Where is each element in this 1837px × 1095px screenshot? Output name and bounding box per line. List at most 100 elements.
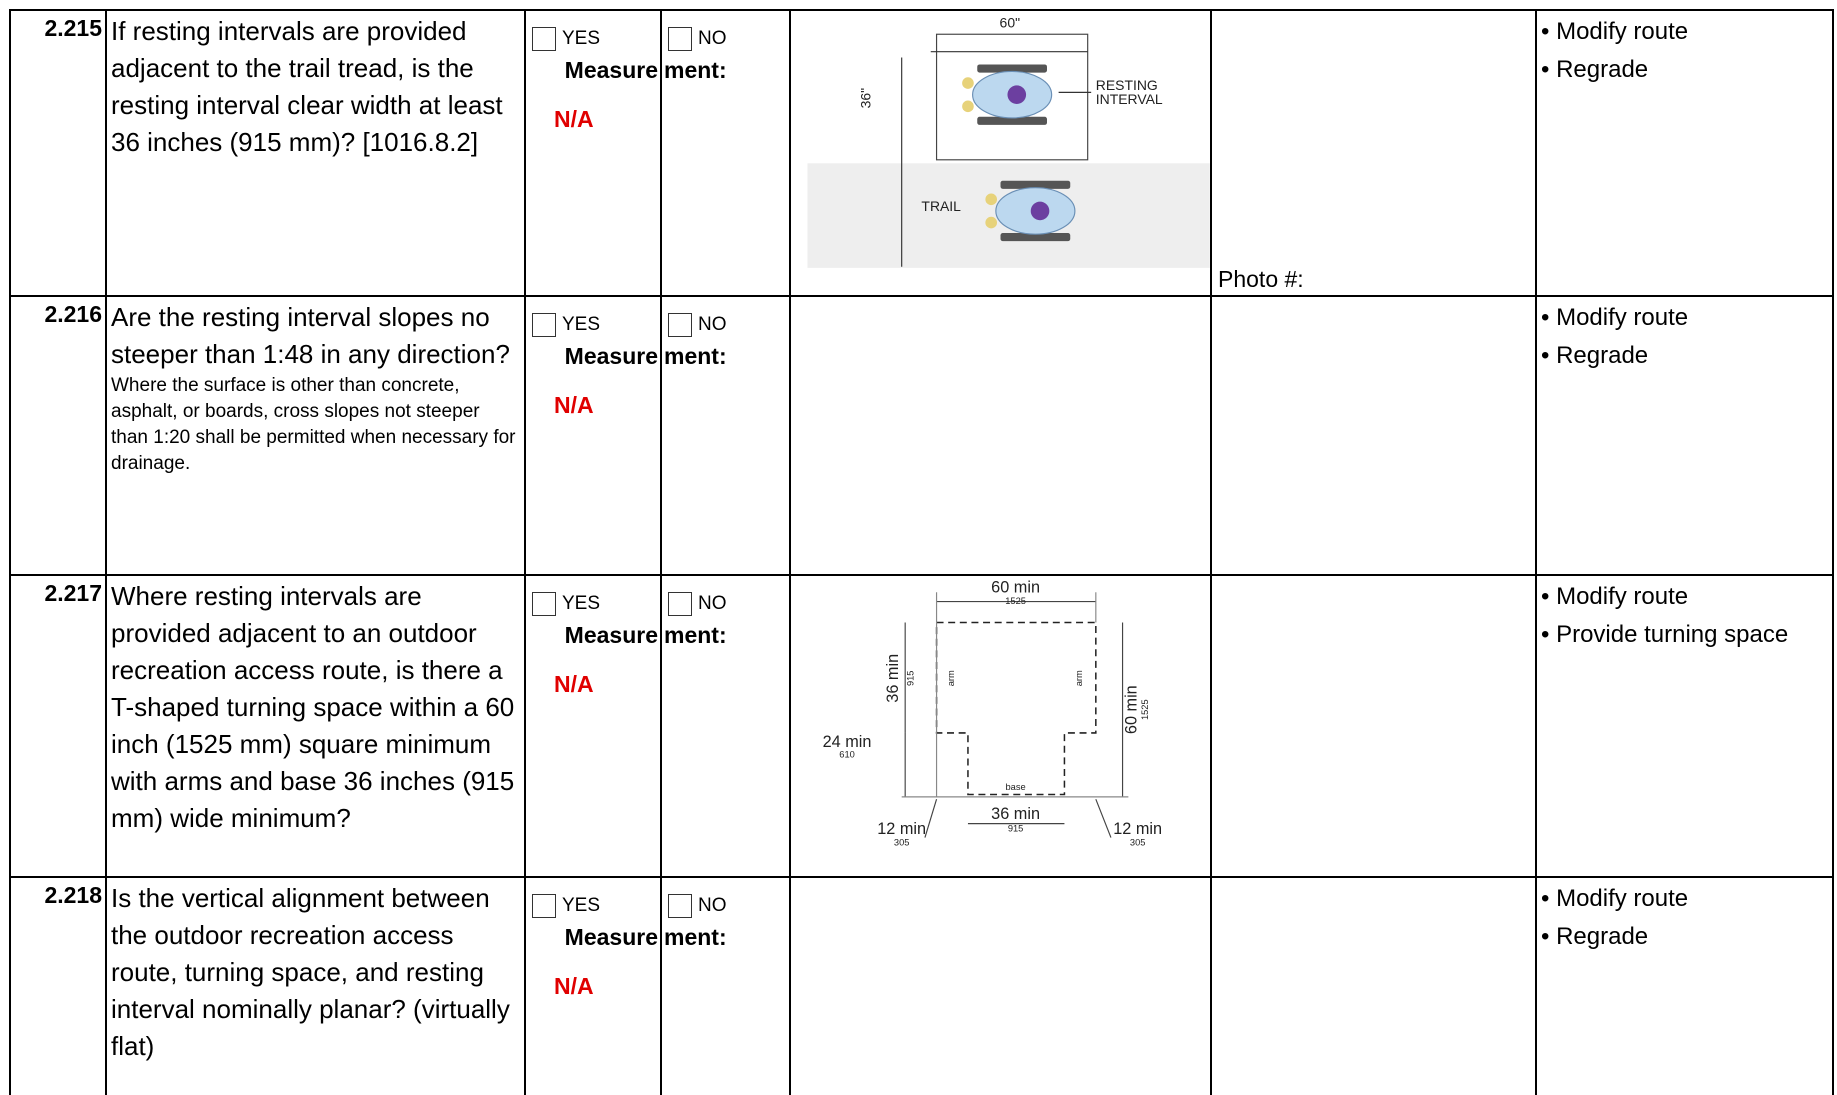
leader — [1095, 798, 1112, 838]
checkbox-label: NO — [698, 28, 727, 50]
na-label: N/A — [554, 392, 594, 418]
foot — [962, 100, 974, 113]
dim-label: 36 min — [884, 654, 902, 703]
question: Is the vertical alignment between the ou… — [111, 883, 510, 1061]
action: • Modify route — [1541, 18, 1689, 45]
checkbox-label: YES — [562, 28, 601, 50]
checkbox-row: YES — [526, 894, 660, 918]
dim-label: 24 min — [823, 733, 872, 751]
measurement-label: ment: — [664, 343, 727, 369]
checkbox-row: YES — [526, 313, 660, 337]
dim-label: 60 min — [1123, 685, 1141, 734]
label: TRAIL — [921, 198, 961, 214]
no-cell: NO ment: — [660, 574, 791, 878]
diagram-cell — [789, 876, 1212, 1095]
checkbox-row: YES — [526, 592, 660, 616]
checkbox — [532, 894, 556, 918]
actions-cell: • Modify route • Regrade — [1535, 9, 1834, 297]
label: INTERVAL — [1096, 91, 1163, 107]
dim-label: 1525 — [1140, 699, 1150, 720]
dim-label: 305 — [894, 838, 910, 848]
photo-cell — [1210, 295, 1537, 576]
no-cell: NO ment: — [660, 295, 791, 576]
diagram-cell — [789, 295, 1212, 576]
dim-label: 1525 — [1005, 596, 1026, 606]
dim-label: 610 — [839, 749, 855, 759]
question: If resting intervals are provided adjace… — [111, 16, 503, 157]
dim-label: 12 min — [877, 820, 926, 838]
measurement-label: ment: — [664, 57, 727, 83]
photo-cell — [1210, 876, 1537, 1095]
label: arm — [946, 670, 956, 686]
label: arm — [1074, 670, 1084, 686]
action: • Modify route — [1541, 583, 1689, 610]
question: Are the resting interval slopes no steep… — [111, 302, 510, 369]
checkbox-row: NO — [662, 27, 789, 51]
checklist-table: 2.215 If resting intervals are provided a… — [9, 9, 1834, 1095]
measurement-label: Measure — [564, 622, 658, 648]
checkbox-row: YES — [526, 27, 660, 51]
no-cell: NO ment: — [660, 9, 791, 297]
wheel — [1000, 180, 1071, 189]
action: • Provide turning space — [1541, 621, 1789, 648]
leader — [924, 799, 938, 838]
checkbox-row: NO — [662, 894, 789, 918]
dim-label: 36" — [857, 88, 873, 109]
checkbox — [668, 27, 692, 51]
measurement-label: ment: — [664, 924, 727, 950]
checkbox-label: YES — [562, 593, 601, 615]
yes-cell: YES Measure N/A — [524, 876, 662, 1095]
checklist-row: 2.218 Is the vertical alignment between t… — [9, 876, 1834, 1095]
checkbox — [532, 592, 556, 616]
head — [1030, 201, 1050, 221]
item-id: 2.218 — [9, 876, 107, 1095]
checkbox-label: NO — [698, 314, 727, 336]
checkbox-label: NO — [698, 895, 727, 917]
item-id: 2.216 — [9, 295, 107, 576]
wheel — [1000, 233, 1071, 242]
checkbox-row: NO — [662, 592, 789, 616]
question-cell: Are the resting interval slopes no steep… — [105, 295, 526, 576]
question-cell: If resting intervals are provided adjace… — [105, 9, 526, 297]
yes-cell: YES Measure N/A — [524, 574, 662, 878]
checkbox — [668, 592, 692, 616]
item-id: 2.217 — [9, 574, 107, 878]
checkbox-label: YES — [562, 895, 601, 917]
foot — [962, 77, 974, 89]
photo-label: Photo #: — [1218, 266, 1304, 292]
diagram-cell: 60" 36" RESTING INTERVAL TRAIL — [789, 9, 1212, 297]
na-label: N/A — [554, 973, 594, 999]
checkbox-label: YES — [562, 314, 601, 336]
question-cell: Where resting intervals are provided adj… — [105, 574, 526, 878]
item-id: 2.215 — [9, 9, 107, 297]
measurement-label: Measure — [564, 57, 658, 83]
checkbox-row: NO — [662, 313, 789, 337]
dim-label: 60 min — [991, 578, 1040, 596]
actions-cell: • Modify route • Regrade — [1535, 876, 1834, 1095]
question-cell: Is the vertical alignment between the ou… — [105, 876, 526, 1095]
note: Where the surface is other than concrete… — [111, 375, 516, 474]
checkbox — [668, 313, 692, 337]
na-label: N/A — [554, 671, 594, 697]
turning-space — [935, 621, 1097, 796]
actions-cell: • Modify route • Provide turning space — [1535, 574, 1834, 878]
measurement-label: Measure — [564, 924, 658, 950]
action: • Regrade — [1541, 56, 1649, 83]
actions-cell: • Modify route • Regrade — [1535, 295, 1834, 576]
dim-label: 12 min — [1113, 820, 1162, 838]
action: • Regrade — [1541, 342, 1649, 369]
dim-label: 36 min — [991, 805, 1040, 823]
head — [1007, 85, 1027, 104]
yes-cell: YES Measure N/A — [524, 295, 662, 576]
action: • Modify route — [1541, 304, 1689, 331]
checkbox — [532, 313, 556, 337]
checkbox — [668, 894, 692, 918]
yes-cell: YES Measure N/A — [524, 9, 662, 297]
dim-label: 305 — [1130, 838, 1146, 848]
foot — [985, 216, 998, 229]
photo-cell: Photo #: — [1210, 9, 1537, 297]
foot — [985, 193, 998, 206]
label: base — [1006, 782, 1026, 792]
